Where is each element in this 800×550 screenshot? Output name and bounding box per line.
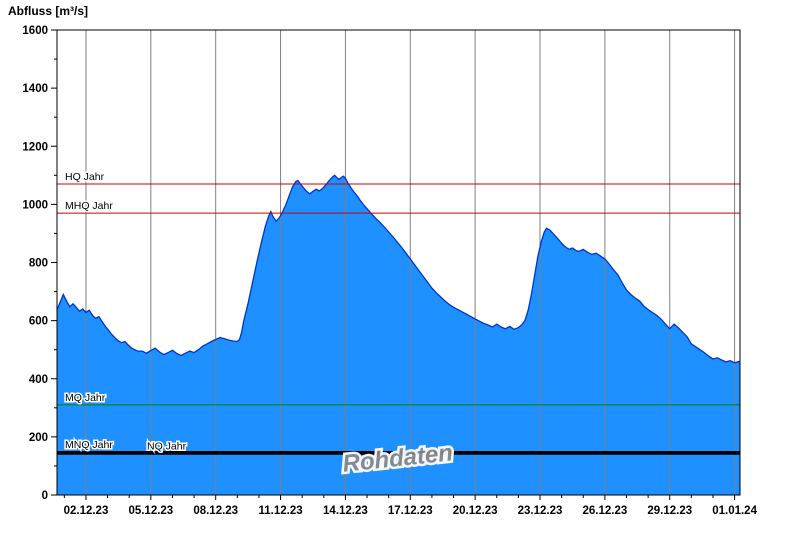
y-tick-label: 200: [29, 432, 48, 444]
y-tick-label: 800: [29, 258, 48, 270]
y-tick-label: 1200: [22, 141, 48, 153]
x-tick-label: 02.12.23: [64, 505, 109, 517]
y-tick-label: 400: [29, 374, 48, 386]
reference-line-label: MHQ Jahr: [65, 200, 113, 212]
plot-frame: [56, 29, 741, 496]
y-tick-label: 600: [29, 316, 48, 328]
x-tick-label: 01.01.24: [712, 505, 757, 517]
y-tick-label: 0: [42, 490, 48, 502]
discharge-area: [57, 175, 740, 496]
x-tick-label: 11.12.23: [258, 505, 302, 517]
x-tick-label: 08.12.23: [193, 505, 238, 517]
reference-line-label: MQ Jahr: [65, 392, 106, 404]
x-tick-label: 23.12.23: [518, 505, 563, 517]
chart-title: Abfluss [m³/s]: [8, 4, 89, 18]
x-tick-label: 20.12.23: [453, 505, 498, 517]
y-tick-label: 1600: [22, 25, 48, 37]
reference-line-label: HQ Jahr: [65, 171, 105, 183]
discharge-line: [56, 174, 741, 364]
x-tick-label: 14.12.23: [323, 505, 368, 517]
x-tick-label: 26.12.23: [582, 505, 627, 517]
x-tick-label: 05.12.23: [128, 505, 173, 517]
x-tick-label: 29.12.23: [647, 505, 692, 517]
y-tick-label: 1400: [22, 83, 48, 95]
y-tick-label: 1000: [22, 199, 48, 211]
reference-line-label: MNQ Jahr: [65, 439, 113, 451]
x-tick-label: 17.12.23: [388, 505, 433, 517]
reference-line-label: NQ Jahr: [147, 441, 187, 453]
